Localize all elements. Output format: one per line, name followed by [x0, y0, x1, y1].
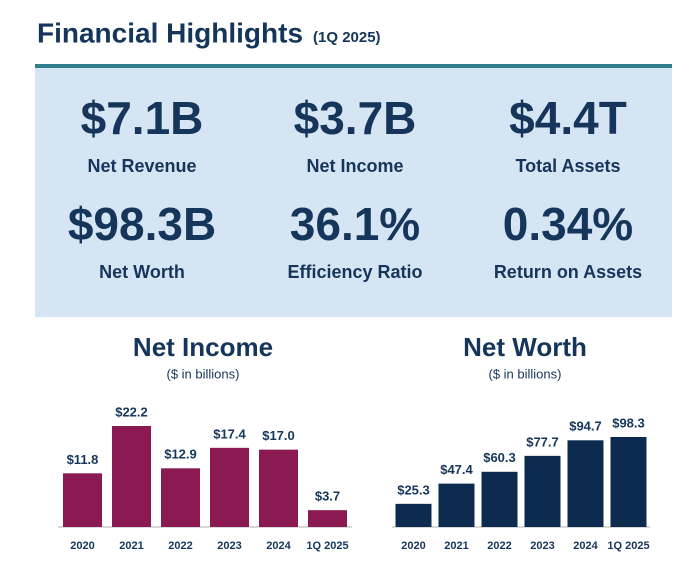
- x-tick-label: 1Q 2025: [306, 540, 348, 552]
- bar: [112, 426, 151, 527]
- value-label: $22.2: [115, 404, 148, 419]
- bar: [610, 437, 647, 527]
- kpi-value: $98.3B: [68, 198, 216, 250]
- kpi-panel: [35, 67, 672, 317]
- chart-title: Net Income: [133, 332, 273, 362]
- value-label: $98.3: [612, 415, 645, 430]
- x-tick-label: 2024: [573, 540, 598, 552]
- bar: [161, 468, 200, 527]
- kpi-label: Net Worth: [99, 262, 185, 282]
- x-tick-label: 2022: [487, 540, 511, 552]
- bar: [308, 510, 347, 527]
- chart-subtitle: ($ in billions): [167, 366, 240, 381]
- chart-subtitle: ($ in billions): [489, 366, 562, 381]
- bar: [395, 503, 432, 527]
- kpi-value: $7.1B: [81, 92, 204, 144]
- bar: [210, 447, 249, 527]
- kpi-value: 36.1%: [290, 198, 420, 250]
- page-subtitle: (1Q 2025): [313, 29, 381, 46]
- kpi-label: Efficiency Ratio: [287, 262, 422, 282]
- page-title: Financial Highlights: [37, 17, 303, 48]
- value-label: $25.3: [397, 482, 430, 497]
- value-label: $47.4: [440, 462, 473, 477]
- kpi-label: Net Revenue: [87, 156, 196, 176]
- value-label: $12.9: [164, 447, 197, 462]
- kpi-label: Return on Assets: [494, 262, 642, 282]
- value-label: $17.4: [213, 426, 246, 441]
- x-tick-label: 2023: [530, 540, 554, 552]
- x-tick-label: 2021: [444, 540, 468, 552]
- kpi-label: Total Assets: [515, 156, 620, 176]
- bar: [567, 440, 604, 527]
- value-label: $94.7: [569, 419, 602, 434]
- x-tick-label: 1Q 2025: [607, 540, 649, 552]
- value-label: $60.3: [483, 450, 516, 465]
- x-tick-label: 2021: [119, 540, 143, 552]
- value-label: $17.0: [262, 428, 295, 443]
- kpi-value: $4.4T: [509, 92, 627, 144]
- x-tick-label: 2022: [168, 540, 192, 552]
- chart-title: Net Worth: [463, 332, 587, 362]
- kpi-label: Net Income: [306, 156, 403, 176]
- value-label: $3.7: [315, 489, 340, 504]
- bar: [63, 473, 102, 527]
- header-rule: [35, 64, 672, 68]
- kpi-value: $3.7B: [294, 92, 417, 144]
- x-tick-label: 2020: [70, 540, 94, 552]
- value-label: $77.7: [526, 434, 559, 449]
- x-tick-label: 2020: [401, 540, 425, 552]
- x-tick-label: 2024: [266, 540, 291, 552]
- bar: [524, 455, 561, 527]
- bar: [259, 449, 298, 527]
- x-tick-label: 2023: [217, 540, 241, 552]
- bar: [438, 483, 475, 527]
- bar: [481, 471, 518, 527]
- kpi-value: 0.34%: [503, 198, 633, 250]
- value-label: $11.8: [67, 452, 99, 467]
